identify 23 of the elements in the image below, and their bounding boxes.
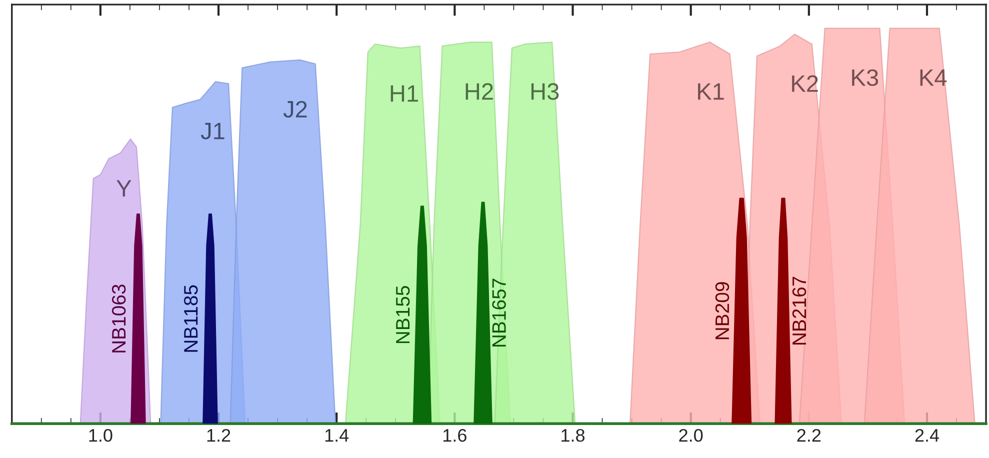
text: NB1185 [184, 285, 198, 352]
series-label: K1 [698, 83, 724, 100]
x-tick-label: 1.6 [444, 428, 466, 442]
x-tick-label: 1.8 [562, 428, 585, 442]
series-label: J1 [200, 122, 224, 140]
text: NB1657 [492, 278, 506, 346]
series-label: K2 [792, 75, 818, 92]
series-label: J2 [283, 100, 307, 118]
x-tick-label: 2.4 [915, 428, 940, 442]
series-label: H1 [390, 85, 418, 102]
x-tick-label: 1.2 [207, 428, 230, 442]
series-label: H2 [466, 83, 493, 100]
text: NB2167 [792, 276, 806, 345]
x-tick-label: 2.0 [679, 428, 703, 442]
x-tick-label: 1.0 [89, 428, 112, 442]
x-tick-label: 1.4 [325, 429, 349, 442]
text: NB209 [715, 282, 730, 340]
series-label: K3 [852, 69, 878, 86]
series-label: Y [116, 180, 132, 196]
x-tick-label: 2.2 [797, 428, 821, 442]
series-label: K4 [920, 70, 947, 86]
text: NB1063 [112, 284, 126, 352]
text: NB155 [396, 286, 410, 344]
